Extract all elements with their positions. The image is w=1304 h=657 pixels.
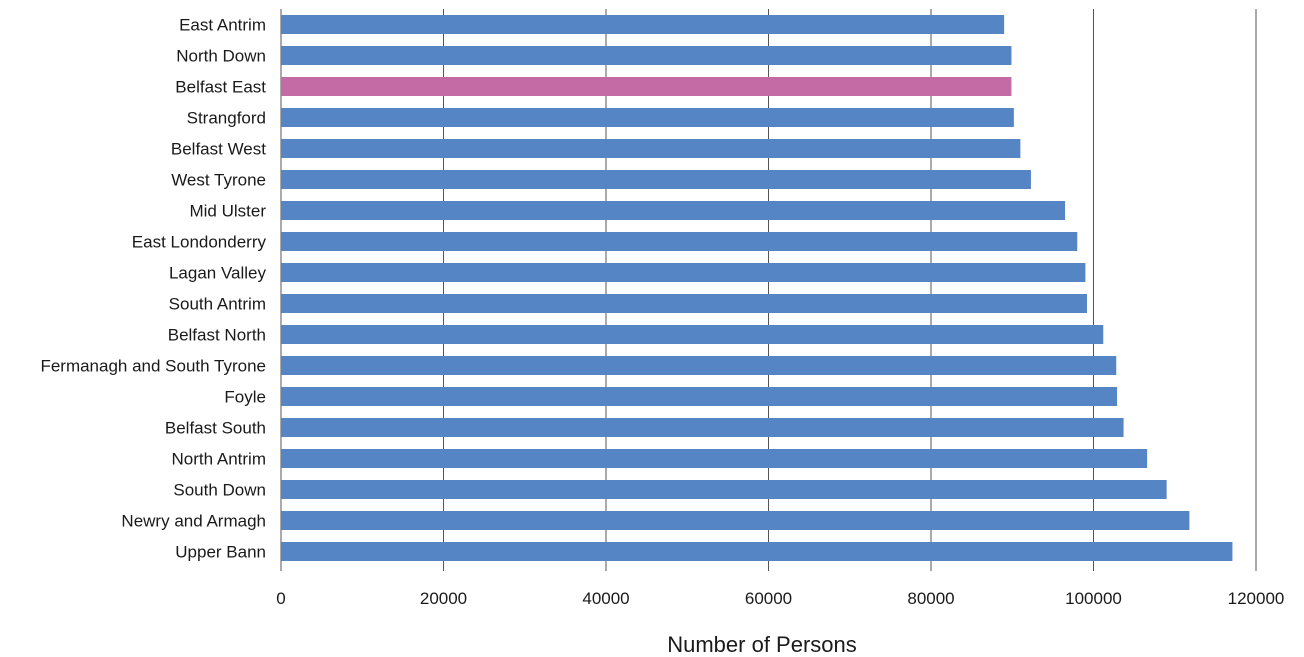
category-label: Newry and Armagh	[121, 512, 266, 531]
bar	[281, 418, 1124, 437]
bar	[281, 294, 1087, 313]
category-labels: East Antrim North Down Belfast East Strangf…	[40, 16, 266, 562]
category-label: Foyle	[224, 388, 266, 407]
x-tick-label: 20000	[420, 589, 467, 608]
bar	[281, 325, 1104, 344]
category-label: Belfast East	[175, 78, 266, 97]
x-tick-label: 120000	[1228, 589, 1285, 608]
bar	[281, 108, 1014, 127]
category-label: Fermanagh and South Tyrone	[40, 357, 266, 376]
x-tick-label: 40000	[582, 589, 629, 608]
category-label: North Antrim	[172, 450, 266, 469]
bar	[281, 449, 1148, 468]
bar	[281, 511, 1190, 530]
x-tick-labels: 0 20000 40000 60000 80000 100000 120000	[276, 589, 1284, 608]
category-label: Belfast West	[171, 140, 266, 159]
bar	[281, 480, 1167, 499]
bar	[281, 139, 1021, 158]
bar	[281, 263, 1086, 282]
bar	[281, 201, 1066, 220]
category-label: Belfast South	[165, 419, 266, 438]
category-label: Belfast North	[168, 326, 266, 345]
gridlines	[280, 9, 1257, 571]
x-tick-label: 60000	[745, 589, 792, 608]
bar	[281, 15, 1005, 34]
category-label: West Tyrone	[171, 171, 266, 190]
bar	[281, 46, 1012, 65]
x-tick-label: 100000	[1065, 589, 1122, 608]
bar	[281, 170, 1031, 189]
bars	[281, 15, 1233, 561]
bar	[281, 356, 1117, 375]
bar	[281, 542, 1233, 561]
x-tick-label: 80000	[907, 589, 954, 608]
category-label: South Down	[173, 481, 266, 500]
category-label: East Londonderry	[132, 233, 267, 252]
category-label: Upper Bann	[175, 543, 266, 562]
x-tick-label: 0	[276, 589, 285, 608]
category-label: Strangford	[187, 109, 266, 128]
category-label: East Antrim	[179, 16, 266, 35]
bar	[281, 387, 1118, 406]
bar	[281, 77, 1012, 96]
category-label: North Down	[176, 47, 266, 66]
bar	[281, 232, 1078, 251]
x-axis-title: Number of Persons	[667, 632, 857, 657]
category-label: South Antrim	[169, 295, 266, 314]
category-label: Lagan Valley	[169, 264, 267, 283]
category-label: Mid Ulster	[189, 202, 266, 221]
